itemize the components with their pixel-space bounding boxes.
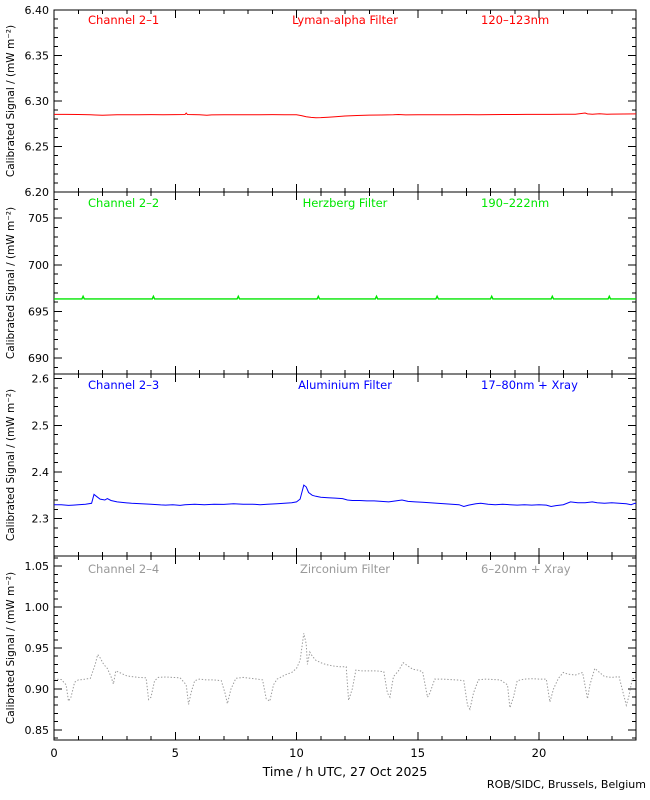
y-tick-label: 0.95	[25, 642, 50, 655]
panel3-channel-label: Channel 2–3	[88, 378, 160, 392]
y-tick-label: 2.4	[32, 466, 50, 479]
y-tick-label: 2.6	[32, 373, 50, 386]
panel2-filter-label: Herzberg Filter	[302, 196, 388, 210]
y-tick-label: 6.40	[25, 4, 50, 17]
y-tick-label: 700	[28, 259, 49, 272]
panel4-wavelength-label: 6–20nm + Xray	[481, 562, 571, 576]
x-tick-label: 15	[410, 746, 425, 760]
panel4-yaxis-title: Calibrated Signal / (mW m⁻²)	[5, 571, 17, 725]
y-tick-label: 6.25	[25, 141, 50, 154]
panel-2-frame	[53, 191, 637, 375]
x-tick-label: 5	[172, 746, 179, 760]
panel4-filter-label: Zirconium Filter	[299, 562, 391, 576]
credit-text: ROB/SIDC, Brussels, Belgium	[486, 778, 646, 791]
y-tick-label: 6.30	[25, 95, 50, 108]
panel1-yaxis-title: Calibrated Signal / (mW m⁻²)	[5, 24, 17, 178]
panel2-channel-label: Channel 2–2	[88, 196, 160, 210]
panel-3-plot: 2.3 2.4 2.5 2.6	[32, 373, 637, 557]
y-tick-label: 0.85	[25, 724, 50, 737]
channel-curve-2	[54, 294, 636, 300]
xaxis-title: Time / h UTC, 27 Oct 2025	[262, 764, 428, 779]
panel3-yaxis-title: Calibrated Signal / (mW m⁻²)	[5, 388, 17, 542]
panel2-wavelength-label: 190–222nm	[481, 196, 550, 210]
x-tick-label: 0	[50, 746, 57, 760]
y-tick-label: 695	[28, 305, 49, 318]
y-tick-label: 2.5	[32, 419, 50, 432]
y-tick-label: 1.05	[25, 560, 50, 573]
panel1-channel-label: Channel 2–1	[88, 13, 160, 27]
y-tick-label: 690	[28, 352, 49, 365]
channel-curve-1	[54, 112, 637, 119]
y-tick-label: 6.35	[25, 50, 50, 63]
panel4-channel-label: Channel 2–4	[88, 562, 160, 576]
y-tick-label: 0.90	[25, 683, 50, 696]
panel1-filter-label: Lyman-alpha Filter	[292, 13, 398, 27]
panel-1-frame	[53, 9, 637, 193]
y-tick-label: 705	[28, 212, 49, 225]
y-tick-label: 2.3	[32, 513, 50, 526]
panel3-filter-label: Aluminium Filter	[298, 378, 392, 392]
x-tick-label: 10	[289, 746, 304, 760]
panel3-wavelength-label: 17–80nm + Xray	[481, 378, 578, 392]
panel-1-plot: 6.20 6.25 6.30 6.35 6.40	[25, 4, 637, 199]
panel-4-plot: 0.85 0.90 0.95 1.00 1.05	[25, 555, 637, 741]
panel-3-frame	[53, 373, 637, 557]
channel-curve-3	[53, 484, 637, 508]
panel2-yaxis-title: Calibrated Signal / (mW m⁻²)	[5, 206, 17, 360]
panel1-wavelength-label: 120–123nm	[481, 13, 550, 27]
panel-2-plot: 690 695 700 705	[28, 191, 637, 375]
channel-curve-4	[53, 633, 637, 711]
y-tick-label: 1.00	[25, 601, 50, 614]
y-tick-label: 6.20	[25, 186, 50, 199]
x-tick-label: 20	[532, 746, 547, 760]
